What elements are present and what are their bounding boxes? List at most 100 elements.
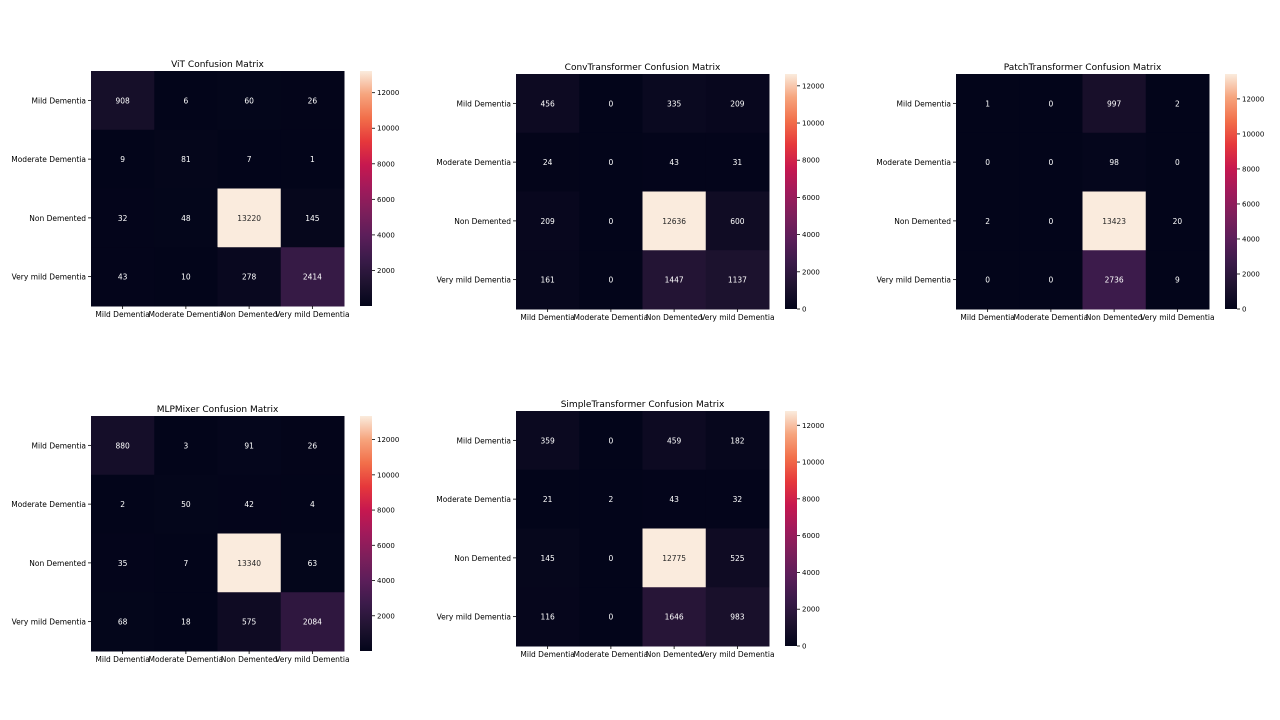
heatmap-cell <box>91 129 155 189</box>
colorbar-tick-label: 10000 <box>377 125 399 133</box>
y-tick-label: Non Demented <box>894 217 951 226</box>
colorbar-tick-label: 2000 <box>1242 270 1260 278</box>
heatmap-cell <box>1082 132 1147 192</box>
chart-title: ConvTransformer Confusion Matrix <box>565 63 721 73</box>
heatmap-cell <box>1145 250 1210 310</box>
heatmap-cell <box>579 132 643 192</box>
colorbar-tick-label: 8000 <box>802 495 820 503</box>
cell-value-label: 145 <box>540 554 555 563</box>
cell-value-label: 35 <box>118 559 128 568</box>
cell-value-label: 1646 <box>665 613 684 622</box>
heatmap-cell <box>217 71 282 131</box>
heatmap-cell <box>516 587 580 647</box>
heatmap-cell <box>1019 132 1083 192</box>
cell-value-label: 91 <box>244 441 254 450</box>
cell-value-label: 7 <box>183 559 188 568</box>
colorbar-tick-label: 10000 <box>377 471 399 479</box>
heatmap-cell <box>280 533 345 593</box>
heatmap-cell <box>154 188 218 248</box>
chart-title: PatchTransformer Confusion Matrix <box>1004 63 1162 73</box>
heatmap-cell <box>1019 250 1083 310</box>
colorbar <box>1225 74 1237 309</box>
heatmap-cell <box>1082 74 1147 134</box>
cell-value-label: 26 <box>308 96 318 105</box>
cell-value-label: 9 <box>1175 276 1180 285</box>
cell-value-label: 182 <box>730 436 745 445</box>
heatmap-cell <box>154 592 218 652</box>
y-tick-label: Moderate Dementia <box>436 495 511 504</box>
heatmap-cell <box>642 74 707 134</box>
heatmap-cell <box>280 416 345 476</box>
heatmap-cell <box>217 416 282 476</box>
x-tick-label: Non Demented <box>221 310 278 319</box>
x-tick-label: Mild Dementia <box>520 313 574 322</box>
cell-value-label: 2414 <box>303 273 322 282</box>
cell-value-label: 359 <box>540 436 555 445</box>
heatmap-cell <box>705 191 770 251</box>
colorbar-tick-label: 12000 <box>802 422 824 430</box>
x-tick-label: Moderate Dementia <box>1014 313 1089 322</box>
heatmap-cell <box>516 528 580 588</box>
cell-value-label: 18 <box>181 618 191 627</box>
cell-value-label: 21 <box>543 495 553 504</box>
x-tick-label: Moderate Dementia <box>574 650 649 659</box>
heatmap-cell <box>956 250 1020 310</box>
colorbar-tick-label: 2000 <box>377 612 395 620</box>
y-tick-label: Moderate Dementia <box>11 500 86 509</box>
cell-value-label: 13423 <box>1102 217 1126 226</box>
colorbar-tick-label: 2000 <box>802 268 820 276</box>
cell-value-label: 0 <box>608 276 613 285</box>
cell-value-label: 2084 <box>303 618 322 627</box>
heatmap-cell <box>280 188 345 248</box>
y-tick-label: Very mild Dementia <box>437 276 511 285</box>
cell-value-label: 32 <box>118 214 128 223</box>
cell-value-label: 50 <box>181 500 191 509</box>
heatmap-cell <box>280 474 345 534</box>
cell-value-label: 161 <box>540 276 555 285</box>
cell-value-label: 145 <box>305 214 320 223</box>
cell-value-label: 1447 <box>665 276 684 285</box>
cell-value-label: 278 <box>242 273 257 282</box>
heatmap-cell <box>516 411 580 471</box>
cell-value-label: 0 <box>608 99 613 108</box>
confusion-matrix-panel: ViT Confusion Matrix 908 6 60 26 9 81 7 1 32 48 132… <box>11 60 399 319</box>
x-tick-label: Moderate Dementia <box>149 310 224 319</box>
y-tick-label: Non Demented <box>29 214 86 223</box>
cell-value-label: 1 <box>985 99 990 108</box>
colorbar <box>785 74 797 309</box>
cell-value-label: 0 <box>608 613 613 622</box>
x-tick-label: Very mild Dementia <box>275 310 349 319</box>
cell-value-label: 600 <box>730 217 745 226</box>
heatmap-cell <box>1145 74 1210 134</box>
heatmap-cell <box>516 469 580 529</box>
heatmap-cell <box>579 528 643 588</box>
heatmap-cell <box>1145 132 1210 192</box>
colorbar-tick-label: 10000 <box>1242 130 1264 138</box>
heatmap-cell <box>154 129 218 189</box>
heatmap-cell <box>579 469 643 529</box>
cell-value-label: 60 <box>244 96 254 105</box>
heatmap-cell <box>91 71 155 131</box>
cell-value-label: 32 <box>733 495 743 504</box>
y-tick-label: Non Demented <box>454 217 511 226</box>
cell-value-label: 459 <box>667 436 682 445</box>
heatmap-cell <box>154 416 218 476</box>
heatmap-cell <box>91 416 155 476</box>
colorbar-tick-label: 4000 <box>1242 235 1260 243</box>
x-tick-label: Very mild Dementia <box>275 655 349 664</box>
heatmap-cell <box>956 74 1020 134</box>
heatmap-cell <box>642 191 707 251</box>
heatmap-cell <box>579 411 643 471</box>
heatmap-cell <box>217 188 282 248</box>
cell-value-label: 9 <box>120 155 125 164</box>
x-tick-label: Moderate Dementia <box>574 313 649 322</box>
heatmap-cell <box>280 129 345 189</box>
cell-value-label: 12636 <box>662 217 686 226</box>
x-tick-label: Non Demented <box>1086 313 1143 322</box>
cell-value-label: 13340 <box>237 559 261 568</box>
y-tick-label: Very mild Dementia <box>877 276 951 285</box>
chart-title: ViT Confusion Matrix <box>171 60 264 70</box>
y-tick-label: Mild Dementia <box>457 436 511 445</box>
cell-value-label: 116 <box>540 613 555 622</box>
